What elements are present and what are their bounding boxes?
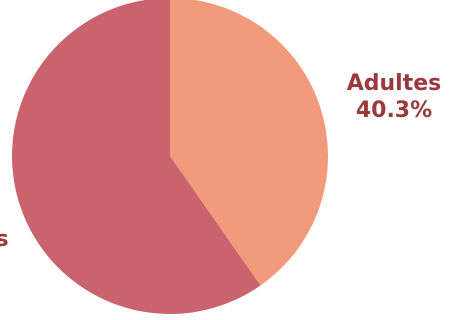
slice-label-adultes: Adultes 40.3% (338, 70, 450, 124)
slice-percent-adultes: 40.3% (355, 98, 433, 123)
pie-slice-adultes (170, 0, 328, 286)
slice-label-other: s (0, 226, 12, 253)
slice-name-other-fragment: s (0, 227, 9, 252)
pie-slice-other (11, 0, 261, 314)
slice-name-adultes: Adultes (346, 71, 442, 96)
